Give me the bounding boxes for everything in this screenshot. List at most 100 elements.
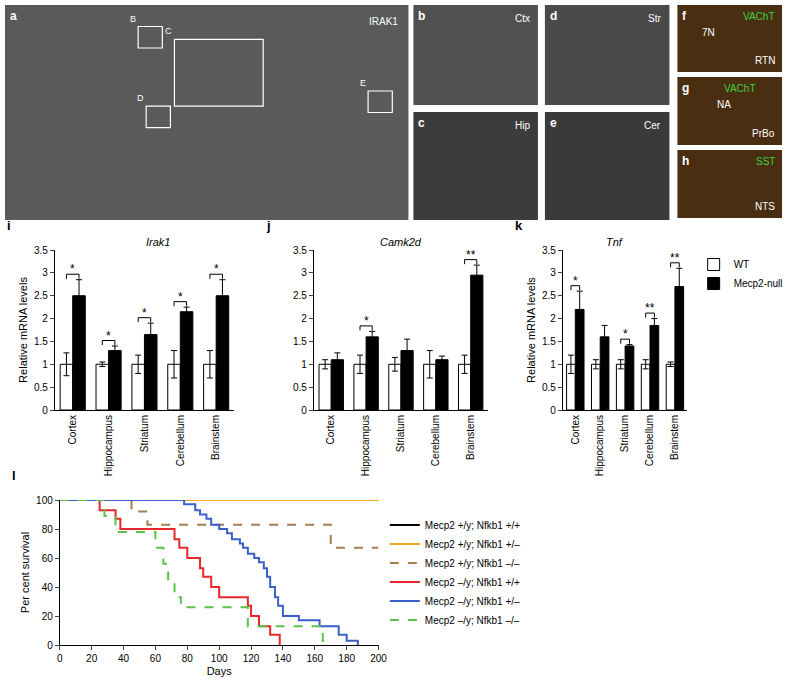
svg-text:100: 100	[211, 653, 228, 664]
svg-text:f: f	[682, 9, 687, 23]
svg-text:80: 80	[42, 524, 54, 535]
svg-text:40: 40	[118, 653, 130, 664]
svg-text:Striatum: Striatum	[395, 415, 406, 452]
svg-text:E: E	[360, 78, 366, 88]
svg-text:b: b	[418, 9, 425, 23]
svg-text:*: *	[573, 274, 578, 288]
svg-text:3: 3	[301, 267, 307, 278]
svg-text:Cortex: Cortex	[325, 415, 336, 444]
svg-text:Striatum: Striatum	[619, 415, 630, 452]
svg-text:120: 120	[243, 653, 260, 664]
svg-text:Mecp2 +/y; Nfkb1 –/–: Mecp2 +/y; Nfkb1 –/–	[425, 558, 520, 569]
svg-text:160: 160	[306, 653, 323, 664]
svg-text:0: 0	[47, 640, 53, 651]
svg-text:200: 200	[370, 653, 387, 664]
svg-text:PrBo: PrBo	[752, 128, 775, 139]
svg-text:Irak1: Irak1	[146, 236, 170, 248]
svg-text:2.5: 2.5	[34, 290, 48, 301]
svg-text:e: e	[550, 116, 557, 130]
svg-text:*: *	[623, 327, 628, 341]
svg-text:2.5: 2.5	[293, 290, 307, 301]
svg-text:d: d	[550, 9, 557, 23]
svg-text:RTN: RTN	[755, 55, 775, 66]
svg-text:**: **	[645, 301, 655, 315]
svg-text:i: i	[7, 218, 11, 233]
svg-text:Tnf: Tnf	[606, 236, 623, 248]
svg-text:60: 60	[42, 553, 54, 564]
svg-text:0: 0	[301, 405, 307, 416]
svg-text:Cerebellum: Cerebellum	[644, 415, 655, 466]
svg-text:Mecp2 +/y; Nfkb1 +/–: Mecp2 +/y; Nfkb1 +/–	[425, 539, 520, 550]
svg-text:*: *	[106, 329, 111, 343]
svg-text:Cerebellum: Cerebellum	[430, 415, 441, 466]
svg-text:IRAK1: IRAK1	[369, 16, 398, 27]
svg-text:Mecp2 +/y; Nfkb1 +/+: Mecp2 +/y; Nfkb1 +/+	[425, 520, 520, 531]
svg-text:Cerebellum: Cerebellum	[175, 415, 186, 466]
svg-text:NTS: NTS	[755, 201, 775, 212]
svg-text:80: 80	[182, 653, 194, 664]
svg-text:180: 180	[338, 653, 355, 664]
svg-text:1: 1	[42, 359, 48, 370]
svg-text:Cortex: Cortex	[67, 415, 78, 444]
svg-text:*: *	[214, 262, 219, 276]
svg-text:1.5: 1.5	[34, 336, 48, 347]
svg-text:0: 0	[42, 405, 48, 416]
svg-text:VAChT: VAChT	[724, 83, 756, 94]
svg-text:SST: SST	[756, 156, 775, 167]
svg-text:2: 2	[550, 313, 556, 324]
svg-text:Cortex: Cortex	[570, 415, 581, 444]
svg-text:*: *	[178, 290, 183, 304]
svg-text:WT: WT	[734, 259, 750, 270]
svg-text:k: k	[515, 218, 523, 233]
svg-text:Hip: Hip	[515, 120, 530, 131]
svg-text:Hippocampus: Hippocampus	[594, 415, 605, 476]
svg-text:Relative mRNA levels: Relative mRNA levels	[17, 277, 29, 383]
svg-text:2: 2	[42, 313, 48, 324]
svg-text:Str: Str	[648, 13, 661, 24]
svg-text:D: D	[137, 93, 144, 103]
svg-text:3: 3	[42, 267, 48, 278]
svg-text:1: 1	[301, 359, 307, 370]
svg-text:1: 1	[550, 359, 556, 370]
svg-text:Days: Days	[207, 665, 233, 677]
svg-text:40: 40	[42, 582, 54, 593]
svg-text:c: c	[418, 116, 425, 130]
svg-text:B: B	[130, 14, 136, 24]
svg-text:0: 0	[550, 405, 556, 416]
svg-text:Brainstem: Brainstem	[465, 415, 476, 460]
svg-text:*: *	[142, 306, 147, 320]
svg-text:3.5: 3.5	[542, 245, 556, 256]
svg-text:Hippocampus: Hippocampus	[103, 415, 114, 476]
svg-text:Camk2d: Camk2d	[380, 236, 422, 248]
svg-text:h: h	[682, 154, 689, 168]
svg-text:20: 20	[42, 611, 54, 622]
svg-text:NA: NA	[717, 99, 731, 110]
svg-text:Striatum: Striatum	[139, 415, 150, 452]
svg-text:Mecp2 –/y; Nfkb1 +/–: Mecp2 –/y; Nfkb1 +/–	[425, 596, 520, 607]
svg-text:l: l	[12, 468, 16, 483]
svg-text:*: *	[364, 314, 369, 328]
svg-text:Mecp2 –/y; Nfkb1 –/–: Mecp2 –/y; Nfkb1 –/–	[425, 615, 520, 626]
svg-text:Hippocampus: Hippocampus	[360, 415, 371, 476]
svg-text:Mecp2 –/y; Nfkb1 +/+: Mecp2 –/y; Nfkb1 +/+	[425, 577, 520, 588]
svg-text:2: 2	[301, 313, 307, 324]
svg-text:Cer: Cer	[644, 120, 661, 131]
svg-text:0.5: 0.5	[542, 382, 556, 393]
svg-text:0: 0	[57, 653, 63, 664]
svg-text:j: j	[266, 218, 271, 233]
svg-text:3: 3	[550, 267, 556, 278]
svg-text:0.5: 0.5	[293, 382, 307, 393]
svg-text:2.5: 2.5	[542, 290, 556, 301]
svg-text:3.5: 3.5	[34, 245, 48, 256]
svg-text:60: 60	[150, 653, 162, 664]
svg-text:100: 100	[36, 495, 53, 506]
svg-text:VAChT: VAChT	[743, 11, 775, 22]
svg-text:3.5: 3.5	[293, 245, 307, 256]
svg-text:**: **	[670, 251, 680, 265]
svg-text:0.5: 0.5	[34, 382, 48, 393]
svg-text:a: a	[10, 9, 17, 23]
svg-text:Mecp2-null: Mecp2-null	[734, 278, 783, 289]
svg-text:Relative mRNA levels: Relative mRNA levels	[525, 277, 537, 383]
svg-text:C: C	[165, 26, 172, 36]
svg-text:Ctx: Ctx	[515, 13, 530, 24]
